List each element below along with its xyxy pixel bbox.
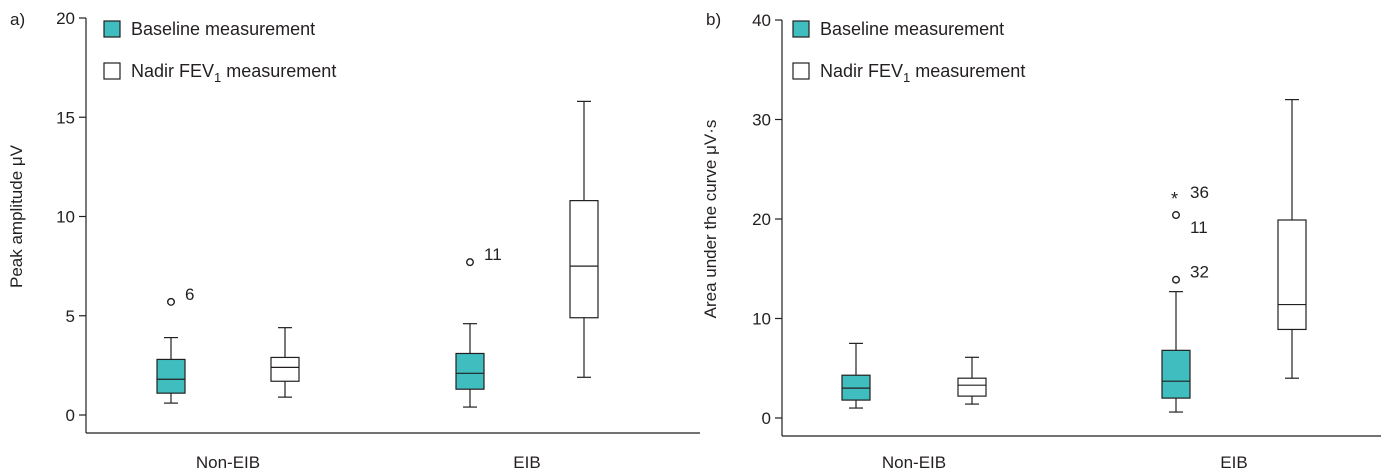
box-baseline-eib: 11 (455, 245, 502, 408)
legend-subscript: 1 (903, 70, 910, 85)
box-iqr (270, 356, 300, 382)
box-nadir-eib (1277, 98, 1307, 379)
legend-swatch (792, 62, 810, 80)
box-iqr (957, 377, 987, 397)
legend-swatch (103, 20, 121, 38)
y-tick-label: 40 (752, 11, 771, 30)
y-tick-label: 15 (56, 108, 75, 127)
legend-text: Baseline measurement (820, 19, 1004, 39)
outlier-circle (166, 297, 175, 306)
x-category-label: Non-EIB (196, 453, 260, 472)
y-axis-title: Peak amplitude μV (7, 144, 26, 288)
legend-text: Baseline measurement (131, 19, 315, 39)
y-tick-label: 10 (56, 208, 75, 227)
y-tick-label: 20 (56, 9, 75, 28)
y-tick-label: 30 (752, 111, 771, 130)
panel-tag: a) (10, 10, 25, 29)
outlier-label: 11 (484, 245, 502, 264)
box-iqr (455, 352, 485, 390)
box-iqr (569, 200, 599, 319)
y-tick-label: 0 (66, 406, 75, 425)
outlier-label: 11 (1190, 218, 1208, 237)
box-iqr (1161, 349, 1191, 399)
outlier-label: 6 (185, 285, 194, 304)
y-axis-title: Area under the curve μV·s (701, 120, 720, 319)
y-tick-label: 0 (762, 409, 771, 428)
panel-b: b) Area under the curve μV·s 0 10 20 30 40 Non-… (701, 10, 1381, 472)
y-tick-label: 10 (752, 310, 771, 329)
legend-entry: Nadir FEV1 measurement (820, 61, 1025, 85)
panel-a: a) Peak amplitude μV 0 5 10 15 20 Non-EIB EIB Bas… (7, 9, 700, 472)
outlier-asterisk: * (1171, 189, 1178, 209)
outlier-circle (1171, 275, 1180, 284)
box-baseline-non-eib (841, 342, 871, 409)
box-nadir-non-eib (270, 327, 300, 398)
legend-entry: Nadir FEV1 measurement (131, 61, 336, 85)
box-nadir-non-eib (957, 356, 987, 405)
x-category-label: EIB (1220, 453, 1247, 472)
y-tick-label: 20 (752, 210, 771, 229)
legend-swatch (792, 20, 810, 38)
legend-entry: Baseline measurement (820, 19, 1004, 39)
legend-text: Nadir FEV (820, 61, 903, 81)
legend-text: measurement (910, 61, 1025, 81)
legend-text: Nadir FEV (131, 61, 214, 81)
box-nadir-eib (569, 100, 599, 378)
legend-subscript: 1 (214, 70, 221, 85)
outlier-circle (466, 258, 475, 267)
legend-entry: Baseline measurement (131, 19, 315, 39)
outlier-label: 36 (1190, 183, 1209, 202)
legend-swatch (103, 62, 121, 80)
x-category-label: Non-EIB (882, 453, 946, 472)
panel-tag: b) (706, 10, 721, 29)
box-baseline-non-eib: 6 (156, 285, 194, 404)
y-tick-label: 5 (66, 307, 75, 326)
box-iqr (156, 358, 186, 394)
box-baseline-eib: * 36 11 32 (1161, 183, 1209, 413)
outlier-label: 32 (1190, 263, 1209, 282)
legend-text: measurement (221, 61, 336, 81)
box-iqr (1277, 219, 1307, 331)
x-category-label: EIB (513, 453, 540, 472)
outlier-circle (1171, 211, 1180, 220)
